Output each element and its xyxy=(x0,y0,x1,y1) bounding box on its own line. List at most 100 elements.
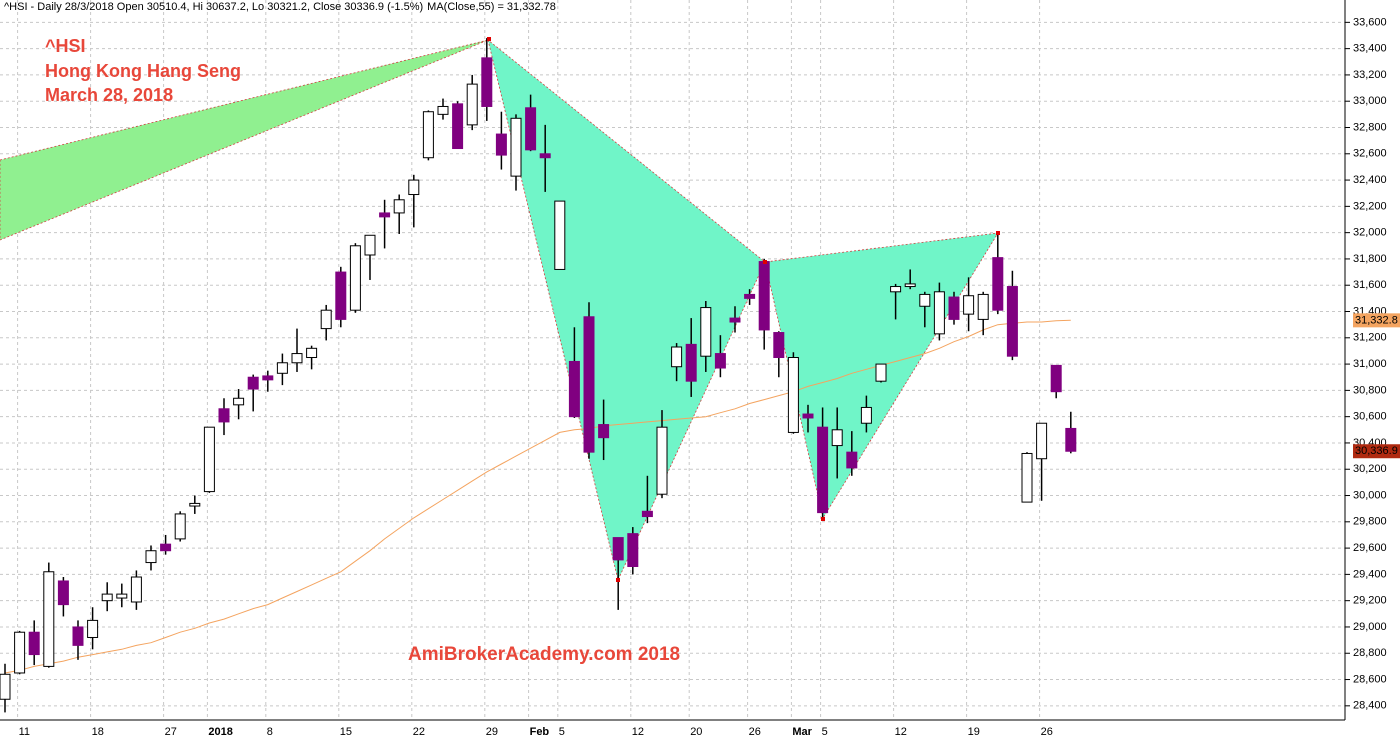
candle-body xyxy=(948,296,960,320)
candle-body xyxy=(262,375,274,381)
candle-body xyxy=(130,576,142,603)
candle-body xyxy=(831,429,843,447)
candle-body xyxy=(963,295,975,315)
candle-body xyxy=(145,550,157,564)
plot xyxy=(0,38,1077,713)
y-tick-label: 32,000 xyxy=(1353,227,1387,239)
y-tick-label: 29,600 xyxy=(1353,542,1387,554)
x-tick-label: 5 xyxy=(822,726,828,738)
y-tick-label: 31,000 xyxy=(1353,358,1387,370)
x-tick-label: 2018 xyxy=(208,726,232,738)
annotation: Hong Kong Hang Seng xyxy=(45,61,241,81)
candle-body xyxy=(1021,452,1033,503)
candle-body xyxy=(1050,364,1062,393)
candle-body xyxy=(379,212,391,218)
x-tick-label: 5 xyxy=(559,726,565,738)
candle-body xyxy=(860,406,872,424)
candle-body xyxy=(627,533,639,568)
candle-body xyxy=(481,57,493,107)
candle-body xyxy=(43,571,55,667)
candle-body xyxy=(320,309,332,330)
candle-body xyxy=(714,353,726,369)
candle-body xyxy=(28,631,40,656)
candle-body xyxy=(510,117,522,177)
candle-body xyxy=(437,105,449,115)
x-tick-label: 27 xyxy=(165,726,177,738)
y-tick-label: 31,800 xyxy=(1353,253,1387,265)
candle-body xyxy=(0,673,11,700)
candle-body xyxy=(174,513,186,540)
y-tick-label: 29,800 xyxy=(1353,516,1387,528)
candle-body xyxy=(408,179,420,196)
x-tick-label: 12 xyxy=(895,726,907,738)
candle-body xyxy=(671,346,683,368)
y-tick-label: 30,600 xyxy=(1353,411,1387,423)
candle-body xyxy=(1065,427,1077,452)
y-tick-label: 30,800 xyxy=(1353,384,1387,396)
y-tick-label: 30,000 xyxy=(1353,489,1387,501)
x-tick-label: 22 xyxy=(413,726,425,738)
y-tick-label: 33,400 xyxy=(1353,43,1387,55)
candle-body xyxy=(787,357,799,433)
ma-legend: MA(Close,55) = 31,332.78 xyxy=(427,1,556,13)
candle-body xyxy=(773,332,785,359)
y-tick-label: 32,800 xyxy=(1353,121,1387,133)
candle-body xyxy=(306,347,318,359)
candle-body xyxy=(685,343,697,382)
candle-body xyxy=(57,580,69,606)
candle-body xyxy=(349,245,361,311)
candle-body xyxy=(116,593,128,599)
candle-body xyxy=(904,283,916,288)
candle-body xyxy=(568,360,580,418)
ma-last-label: 31,332.8 xyxy=(1355,314,1398,326)
candle-body xyxy=(160,543,172,552)
candle-body xyxy=(729,317,741,323)
candle-body xyxy=(233,397,245,406)
x-tick-label: Mar xyxy=(792,726,812,738)
y-tick-label: 30,200 xyxy=(1353,463,1387,475)
subtitle: ^HSI - Daily 28/3/2018 Open 30510.4, Hi … xyxy=(4,1,423,13)
candle-body xyxy=(583,316,595,453)
candle-body xyxy=(641,510,653,518)
candle-body xyxy=(189,502,201,507)
x-tick-label: 29 xyxy=(486,726,498,738)
candle-body xyxy=(422,111,434,159)
x-tick-label: 15 xyxy=(340,726,352,738)
x-tick-label: 18 xyxy=(92,726,104,738)
candle-body xyxy=(1036,422,1048,460)
candle-body xyxy=(452,103,464,150)
ma-last-label-bg xyxy=(1353,313,1400,328)
candle-body xyxy=(539,153,551,159)
candle-body xyxy=(247,376,259,390)
candle-body xyxy=(890,286,902,293)
candle-body xyxy=(992,257,1004,311)
candle-body xyxy=(101,593,113,602)
watermark: AmiBrokerAcademy.com 2018 xyxy=(408,644,680,665)
candle-body xyxy=(919,293,931,307)
close-last-label-bg xyxy=(1353,444,1400,459)
ma-line xyxy=(4,319,1071,674)
y-tick-label: 28,400 xyxy=(1353,700,1387,712)
y-tick-label: 31,600 xyxy=(1353,279,1387,291)
x-tick-label: 26 xyxy=(749,726,761,738)
y-tick-label: 32,200 xyxy=(1353,200,1387,212)
pattern-point xyxy=(821,517,825,521)
candle-body xyxy=(87,619,99,638)
close-last-label: 30,336.9 xyxy=(1355,445,1398,457)
candle-body xyxy=(744,293,756,299)
y-tick-label: 28,600 xyxy=(1353,673,1387,685)
candle-body xyxy=(364,234,376,256)
candle-body xyxy=(218,408,230,423)
candle-body xyxy=(203,426,215,493)
pattern-point xyxy=(996,231,1000,235)
candle-body xyxy=(1006,286,1018,357)
pattern-point xyxy=(616,578,620,582)
candle-body xyxy=(846,451,858,469)
candle-body xyxy=(656,426,668,495)
y-tick-label: 29,200 xyxy=(1353,595,1387,607)
y-tick-label: 33,200 xyxy=(1353,69,1387,81)
x-tick-label: 12 xyxy=(632,726,644,738)
candle-body xyxy=(875,363,887,382)
candle-body xyxy=(14,631,26,674)
candle-body xyxy=(291,353,303,364)
